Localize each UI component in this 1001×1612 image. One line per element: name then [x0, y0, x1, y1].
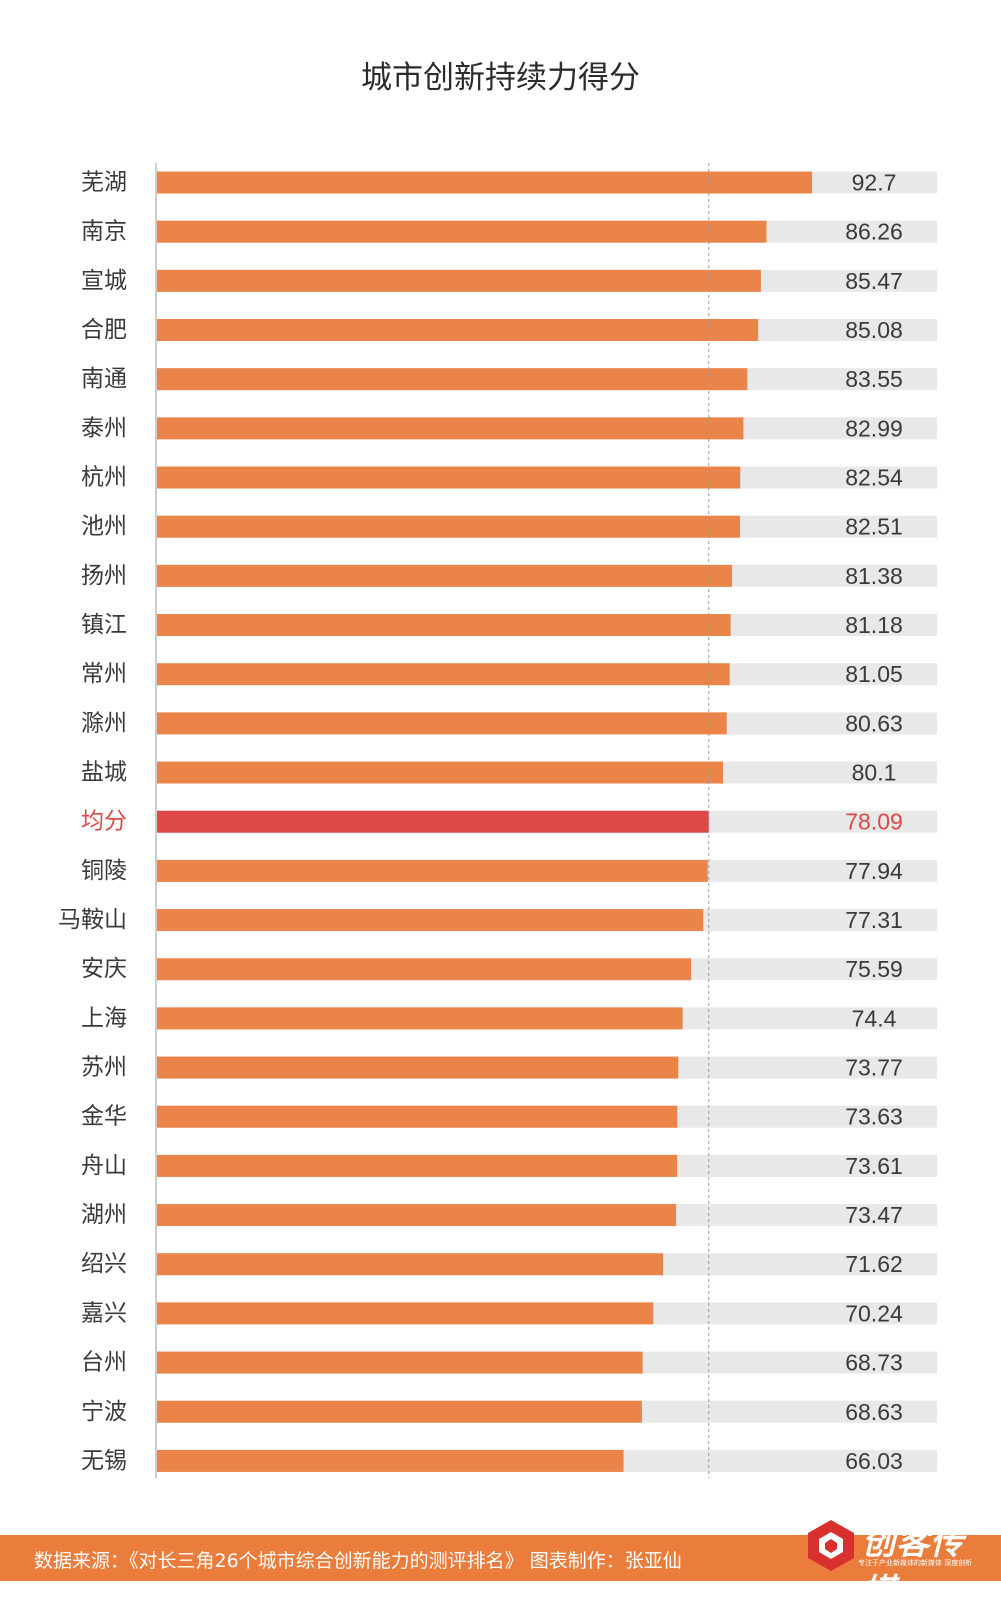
- footer-source: 数据来源：《对长三角26个城市综合创新能力的测评排名》 图表制作：张亚仙: [34, 1550, 682, 1572]
- value-label: 82.54: [845, 465, 903, 491]
- bar: [157, 1154, 678, 1177]
- bar: [157, 1302, 654, 1325]
- category-label: 宣城: [81, 268, 127, 294]
- bar: [157, 1400, 642, 1423]
- value-label: 85.47: [845, 268, 903, 294]
- category-label: 安庆: [81, 956, 127, 982]
- bar: [157, 368, 748, 391]
- category-label: 南京: [81, 219, 127, 245]
- bar: [157, 810, 709, 833]
- bar: [157, 466, 741, 489]
- bar: [157, 859, 708, 882]
- value-label: 92.7: [852, 170, 897, 196]
- bar: [157, 909, 704, 932]
- value-label: 86.26: [845, 219, 903, 245]
- bar: [157, 171, 812, 194]
- value-label: 77.31: [845, 907, 903, 933]
- bar: [157, 1204, 677, 1227]
- chart-title: 城市创新持续力得分: [361, 60, 640, 96]
- value-label: 68.73: [845, 1350, 903, 1376]
- category-label: 合肥: [81, 317, 127, 343]
- bar-chart: 芜湖 92.7 南京 86.26 宣城 85.47 合肥 85.08 南通 83.55 泰州 82.9…: [58, 163, 937, 1478]
- value-label: 77.94: [845, 858, 903, 884]
- value-label: 81.38: [845, 563, 903, 589]
- bar: [157, 1253, 664, 1276]
- brand-logo: 创客传媒 专注于产业新媒体的新媒体 深度剖析: [806, 1512, 996, 1610]
- category-label: 杭州: [81, 465, 127, 491]
- value-label: 80.1: [852, 760, 897, 786]
- brand-tagline: 专注于产业新媒体的新媒体 深度剖析: [858, 1559, 973, 1567]
- value-label: 66.03: [845, 1448, 903, 1474]
- category-label: 苏州: [81, 1055, 127, 1081]
- category-label: 舟山: [81, 1153, 127, 1179]
- value-label: 68.63: [845, 1399, 903, 1425]
- category-label: 南通: [81, 366, 127, 392]
- value-label: 85.08: [845, 317, 903, 343]
- category-label: 芜湖: [81, 170, 127, 196]
- category-label: 扬州: [81, 563, 127, 589]
- bar: [157, 1105, 678, 1128]
- value-label: 73.77: [845, 1055, 903, 1081]
- bar: [157, 417, 744, 440]
- category-label: 盐城: [81, 760, 127, 786]
- value-label: 78.09: [845, 809, 903, 835]
- category-label: 湖州: [81, 1202, 127, 1228]
- value-label: 75.59: [845, 956, 903, 982]
- brand-cube-icon: [808, 1520, 854, 1571]
- category-label: 马鞍山: [58, 907, 127, 933]
- category-label: 常州: [81, 661, 127, 687]
- bar: [157, 1056, 679, 1079]
- value-label: 73.47: [845, 1202, 903, 1228]
- bar: [157, 1007, 683, 1030]
- value-label: 70.24: [845, 1300, 903, 1326]
- category-label: 均分: [81, 809, 127, 835]
- category-label: 镇江: [81, 612, 127, 638]
- value-label: 83.55: [845, 366, 903, 392]
- category-label: 泰州: [81, 415, 127, 441]
- category-label: 铜陵: [81, 858, 127, 884]
- bar: [157, 663, 730, 686]
- value-label: 80.63: [845, 710, 903, 736]
- bar: [157, 614, 731, 637]
- bar: [157, 1351, 643, 1374]
- category-label: 台州: [81, 1350, 127, 1376]
- bar: [157, 958, 692, 981]
- bar: [157, 1449, 624, 1472]
- bar: [157, 319, 759, 342]
- value-label: 81.18: [845, 612, 903, 638]
- bar: [157, 220, 767, 243]
- value-label: 73.61: [845, 1153, 903, 1179]
- value-label: 71.62: [845, 1251, 903, 1277]
- category-label: 池州: [81, 514, 127, 540]
- bar: [157, 269, 761, 292]
- category-label: 上海: [81, 1005, 127, 1031]
- bar: [157, 712, 727, 735]
- category-label: 宁波: [81, 1399, 127, 1425]
- bar: [157, 564, 733, 587]
- category-label: 无锡: [81, 1448, 127, 1474]
- value-label: 73.63: [845, 1104, 903, 1130]
- bar: [157, 761, 723, 784]
- value-label: 82.99: [845, 415, 903, 441]
- value-label: 74.4: [852, 1005, 897, 1031]
- category-label: 绍兴: [81, 1251, 127, 1277]
- bar: [157, 515, 740, 538]
- value-label: 82.51: [845, 514, 903, 540]
- category-label: 滁州: [81, 710, 127, 736]
- value-label: 81.05: [845, 661, 903, 687]
- category-label: 嘉兴: [81, 1300, 127, 1326]
- category-label: 金华: [81, 1104, 127, 1130]
